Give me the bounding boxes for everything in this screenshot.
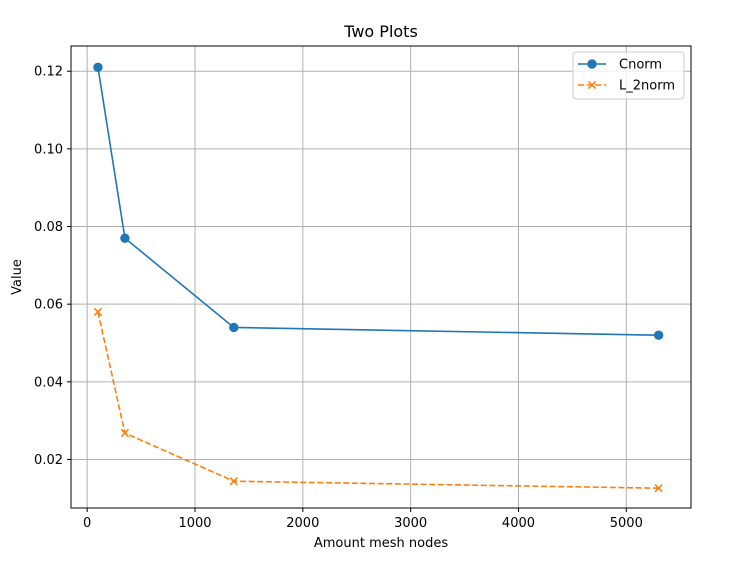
y-axis-label: Value <box>10 259 25 295</box>
x-tick-label: 5000 <box>610 516 643 531</box>
chart-title: Two Plots <box>343 22 418 41</box>
legend-label: L_2norm <box>619 79 675 94</box>
data-point <box>654 484 663 493</box>
data-point <box>120 233 130 243</box>
data-point <box>93 307 103 317</box>
series-line <box>97 67 659 337</box>
x-tick-label: 4000 <box>502 516 535 531</box>
legend-marker <box>587 59 597 69</box>
y-tick-label: 0.04 <box>34 375 63 390</box>
data-point <box>229 477 238 486</box>
y-tick-label: 0.10 <box>34 142 63 157</box>
x-tick-label: 1000 <box>178 516 211 531</box>
y-tick-label: 0.08 <box>34 220 63 235</box>
legend-label: Cnorm <box>619 58 662 73</box>
y-axis: 0.02 0.04 0.06 0.08 0.10 0.12 <box>34 65 71 468</box>
data-point <box>93 62 103 73</box>
y-tick-label: 0.06 <box>34 298 63 313</box>
x-tick-label: 0 <box>83 516 91 531</box>
series-line <box>97 311 659 489</box>
legend-entry: Cnorm <box>578 58 662 73</box>
series-cnorm <box>93 62 664 340</box>
y-tick-label: 0.02 <box>34 453 63 468</box>
data-point <box>229 322 239 333</box>
legend: Cnorm L_2norm <box>572 51 685 100</box>
x-axis: 0 1000 2000 3000 4000 5000 <box>83 508 643 531</box>
grid <box>71 46 691 508</box>
legend-entry: L_2norm <box>578 79 675 94</box>
plot-frame <box>70 45 692 509</box>
legend-marker <box>587 80 597 90</box>
x-tick-label: 3000 <box>394 516 427 531</box>
y-tick-label: 0.12 <box>34 65 63 80</box>
data-point <box>120 428 130 438</box>
x-axis-label: Amount mesh nodes <box>314 536 448 551</box>
x-tick-label: 2000 <box>286 516 319 531</box>
series-group <box>93 62 664 493</box>
data-point <box>653 330 664 340</box>
series-l-2norm <box>93 307 663 493</box>
